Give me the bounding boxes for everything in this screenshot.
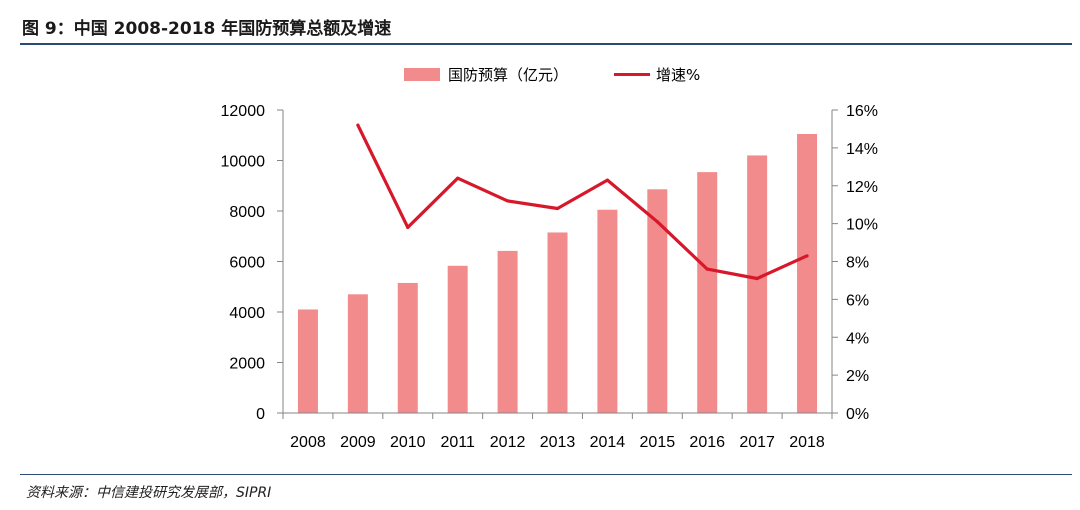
figure-title: 图 9：中国 2008-2018 年国防预算总额及增速 <box>22 19 392 39</box>
left-tick-label: 4000 <box>229 305 265 322</box>
right-tick-label: 14% <box>846 141 878 158</box>
bar-2015 <box>647 189 668 413</box>
x-tick-label: 2011 <box>440 434 475 451</box>
x-tick-label: 2018 <box>789 434 825 451</box>
growth-point-2011 <box>456 176 460 180</box>
left-tick-label: 8000 <box>229 204 265 221</box>
source-note: 资料来源：中信建投研究发展部，SIPRI <box>26 485 272 501</box>
right-tick-label: 16% <box>846 103 878 120</box>
legend-label-line: 增速% <box>656 66 700 84</box>
bar-2013 <box>547 232 568 413</box>
legend-bar-swatch <box>404 68 440 81</box>
source-divider <box>20 474 1072 475</box>
x-tick-label: 2013 <box>540 434 576 451</box>
bar-2016 <box>697 172 718 413</box>
x-tick-label: 2017 <box>739 434 775 451</box>
bar-2010 <box>397 282 418 413</box>
growth-line <box>356 124 808 281</box>
title-divider <box>20 43 1072 45</box>
growth-point-2009 <box>356 123 360 127</box>
right-tick-label: 12% <box>846 179 878 196</box>
right-tick-label: 10% <box>846 217 878 234</box>
right-tick-label: 2% <box>846 368 869 385</box>
left-tick-label: 0 <box>256 406 265 423</box>
growth-point-2018 <box>805 254 809 258</box>
right-tick-label: 0% <box>846 406 869 423</box>
growth-point-2010 <box>406 225 410 230</box>
growth-point-2017 <box>755 276 759 281</box>
right-tick-label: 8% <box>846 255 869 272</box>
growth-point-2014 <box>605 178 610 182</box>
right-tick-label: 6% <box>846 292 869 309</box>
x-tick-label: 2014 <box>590 434 626 451</box>
bar-2017 <box>747 155 768 413</box>
growth-point-2016 <box>705 267 709 271</box>
bar-2012 <box>497 250 518 413</box>
x-tick-label: 2008 <box>290 434 326 451</box>
bar-2008 <box>297 309 318 413</box>
left-tick-label: 6000 <box>229 255 265 272</box>
x-tick-label: 2016 <box>689 434 725 451</box>
growth-point-2015 <box>655 220 659 224</box>
x-tick-label: 2012 <box>490 434 526 451</box>
bar-series <box>297 133 818 414</box>
legend-label-bar: 国防预算（亿元） <box>448 66 568 84</box>
growth-point-2013 <box>555 206 560 211</box>
x-tick-label: 2010 <box>390 434 426 451</box>
chart: 国防预算（亿元） 增速% 0 2000 4000 6000 8000 10000 12000 0%… <box>221 66 879 451</box>
legend: 国防预算（亿元） 增速% <box>404 66 700 84</box>
left-tick-label: 12000 <box>221 103 266 120</box>
x-tick-label: 2009 <box>340 434 376 451</box>
left-tick-label: 2000 <box>229 356 265 373</box>
bar-2009 <box>347 294 368 413</box>
growth-points <box>356 123 809 281</box>
bar-2011 <box>447 265 468 413</box>
bar-2018 <box>797 133 818 414</box>
left-tick-label: 10000 <box>221 154 266 171</box>
bar-2014 <box>597 209 618 413</box>
right-tick-label: 4% <box>846 330 869 347</box>
growth-point-2012 <box>505 199 510 203</box>
x-tick-label: 2015 <box>640 434 676 451</box>
